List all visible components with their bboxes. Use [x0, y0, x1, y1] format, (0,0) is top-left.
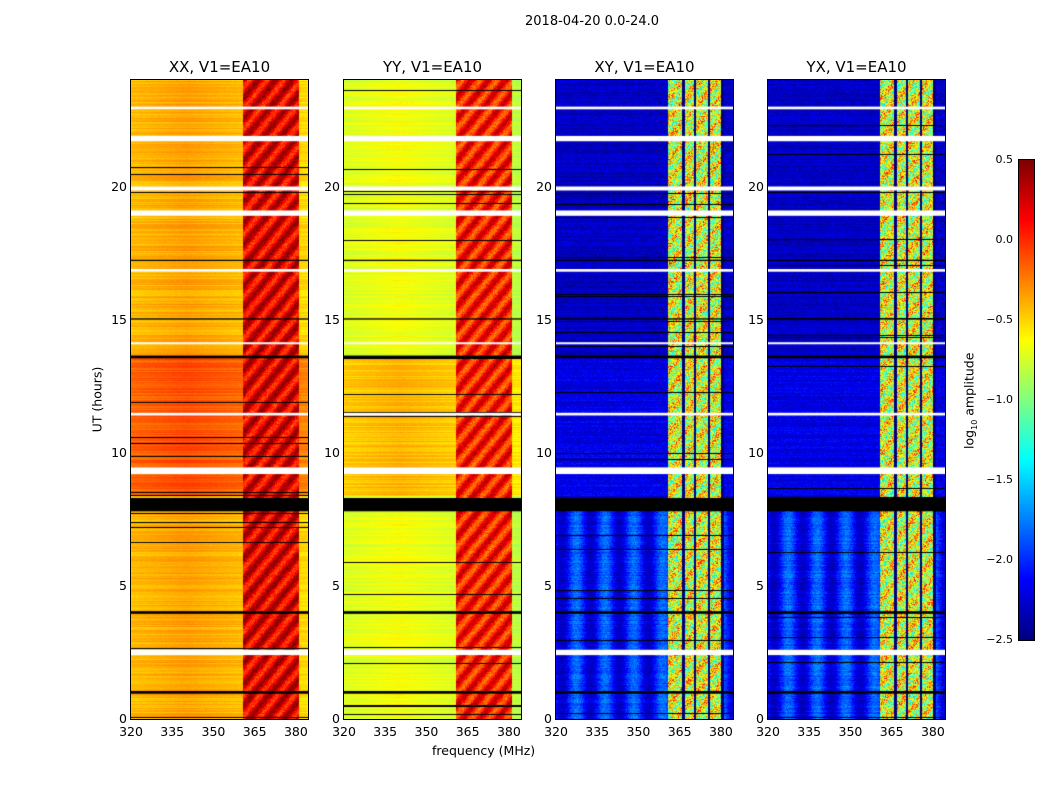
x-tick-label: 350 — [201, 724, 226, 739]
y-tick-label: 15 — [536, 311, 552, 327]
colorbar — [1019, 160, 1034, 640]
y-tick-label: 15 — [748, 311, 764, 327]
x-tick-label: 320 — [756, 724, 780, 739]
y-tick-label: 0 — [756, 711, 764, 726]
x-tick-label: 365 — [242, 724, 267, 739]
y-tick-label: 0 — [544, 711, 552, 726]
y-tick-label: 20 — [111, 178, 127, 194]
heatmap-xx — [131, 80, 308, 719]
y-tick-label: 20 — [536, 178, 552, 194]
y-tick-label: 10 — [111, 444, 127, 460]
x-tick-label: 365 — [455, 724, 480, 739]
y-tick-label: 20 — [748, 178, 764, 194]
y-tick-label: 5 — [332, 577, 340, 593]
x-axis-label: frequency (MHz) — [432, 743, 536, 758]
colorbar-tick-label: −2.5 — [986, 633, 1013, 646]
panel-title: XX, V1=EA10 — [168, 58, 271, 76]
axes-frame — [130, 79, 309, 720]
colorbar-tick-label: 0.5 — [995, 153, 1014, 166]
y-tick-label: 20 — [324, 178, 340, 194]
axes-frame — [343, 79, 522, 720]
axes-frame — [555, 79, 734, 720]
y-tick-label: 5 — [544, 577, 552, 593]
heatmap-xy — [556, 80, 733, 719]
y-tick-label: 10 — [536, 444, 552, 460]
y-tick-label: 15 — [324, 311, 340, 327]
colorbar-tick-label: −2.0 — [986, 553, 1013, 566]
heatmap-yy — [344, 80, 521, 719]
figure-title: 2018-04-20 0.0-24.0 — [525, 14, 659, 29]
x-tick-label: 320 — [544, 724, 568, 739]
y-axis-label: UT (hours) — [89, 366, 105, 433]
heatmap-yx — [768, 80, 945, 719]
colorbar-frame — [1018, 159, 1035, 641]
x-tick-label: 335 — [160, 724, 185, 739]
x-tick-label: 320 — [119, 724, 143, 739]
y-tick-label: 15 — [111, 311, 127, 327]
x-tick-label: 365 — [667, 724, 692, 739]
x-tick-label: 380 — [920, 724, 945, 739]
y-tick-label: 10 — [324, 444, 340, 460]
panel-title: XY, V1=EA10 — [594, 58, 695, 76]
y-tick-label: 0 — [332, 711, 340, 726]
x-tick-label: 380 — [708, 724, 733, 739]
y-tick-label: 0 — [119, 711, 127, 726]
y-tick-label: 5 — [119, 577, 127, 593]
x-tick-label: 380 — [496, 724, 521, 739]
panel-title: YX, V1=EA10 — [806, 58, 907, 76]
x-tick-label: 350 — [626, 724, 651, 739]
x-tick-label: 380 — [283, 724, 308, 739]
x-tick-label: 350 — [414, 724, 439, 739]
colorbar-tick-label: −1.5 — [986, 473, 1013, 486]
x-tick-label: 365 — [879, 724, 904, 739]
x-tick-label: 335 — [585, 724, 610, 739]
colorbar-label: log10 amplitude — [961, 352, 979, 449]
x-tick-label: 320 — [332, 724, 356, 739]
y-tick-label: 5 — [756, 577, 764, 593]
colorbar-tick-label: 0.0 — [995, 233, 1014, 246]
x-tick-label: 350 — [838, 724, 863, 739]
colorbar-tick-label: −0.5 — [986, 313, 1013, 326]
x-tick-label: 335 — [797, 724, 822, 739]
panel-title: YY, V1=EA10 — [382, 58, 483, 76]
x-tick-label: 335 — [373, 724, 398, 739]
axes-frame — [767, 79, 946, 720]
colorbar-tick-label: −1.0 — [986, 393, 1013, 406]
y-tick-label: 10 — [748, 444, 764, 460]
